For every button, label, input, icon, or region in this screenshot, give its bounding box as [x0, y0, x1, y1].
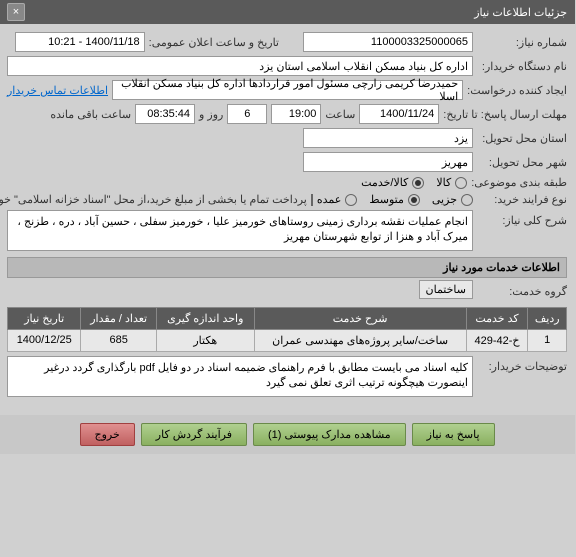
deadline-date: 1400/11/24 — [360, 104, 440, 124]
province-value: یزد — [304, 128, 474, 148]
th-1: کد خدمت — [467, 307, 529, 329]
days-remaining: 6 — [228, 104, 268, 124]
reply-button[interactable]: پاسخ به نیاز — [413, 423, 496, 446]
th-3: واحد اندازه گیری — [157, 307, 255, 329]
th-4: تعداد / مقدار — [82, 307, 157, 329]
demand-type-radios: جزیی متوسط عمده — [318, 193, 474, 206]
services-table: ردیف کد خدمت شرح خدمت واحد اندازه گیری ت… — [8, 307, 568, 352]
payment-note: پرداخت تمام یا بخشی از مبلغ خرید،از محل … — [0, 193, 308, 206]
buyer-label: نام دستگاه خریدار: — [478, 60, 568, 73]
creator-value: حمیدرضا کریمی زارچی مسئول امور قراردادها… — [113, 80, 464, 100]
radio-jozi[interactable] — [462, 194, 474, 206]
req-number-value: 1100003325000065 — [304, 32, 474, 52]
day-and-label: روز و — [200, 108, 224, 121]
city-label: شهر محل تحویل: — [478, 156, 568, 169]
td-1: خ-42-429 — [467, 329, 529, 351]
td-3: هکتار — [157, 329, 255, 351]
buyer-notes-label: توضیحات خریدار: — [478, 356, 568, 373]
remaining-label: ساعت باقی مانده — [51, 108, 132, 121]
announce-label: تاریخ و ساعت اعلان عمومی: — [150, 36, 280, 49]
cat-kala-label: کالا — [437, 176, 452, 189]
req-number-label: شماره نیاز: — [478, 36, 568, 49]
radio-motavaset[interactable] — [409, 194, 421, 206]
td-2: ساخت/سایر پروژه‌های مهندسی عمران — [255, 329, 467, 351]
td-0: 1 — [529, 329, 568, 351]
window-header: جزئیات اطلاعات نیاز × — [0, 0, 576, 24]
table-header-row: ردیف کد خدمت شرح خدمت واحد اندازه گیری ت… — [9, 307, 568, 329]
contact-link[interactable]: اطلاعات تماس خریدار — [8, 84, 109, 97]
city-value: مهریز — [304, 152, 474, 172]
buyer-value: اداره کل بنیاد مسکن انقلاب اسلامی استان … — [8, 56, 474, 76]
radio-khadmat[interactable] — [413, 177, 425, 189]
section-title: اطلاعات خدمات مورد نیاز — [8, 257, 568, 278]
type-jozi-label: جزیی — [433, 193, 458, 206]
remaining-time: 08:35:44 — [136, 104, 196, 124]
footer-buttons: پاسخ به نیاز مشاهده مدارک پیوستی (1) فرآ… — [0, 415, 576, 454]
view-docs-button[interactable]: مشاهده مدارک پیوستی (1) — [254, 423, 407, 446]
deadline-hour: 19:00 — [272, 104, 322, 124]
service-group-label: گروه خدمت: — [478, 285, 568, 298]
demand-type-label: نوع فرایند خرید: — [478, 193, 568, 206]
radio-omde[interactable] — [346, 194, 358, 206]
category-label: طبقه بندی موضوعی: — [472, 176, 568, 189]
td-5: 1400/12/25 — [9, 329, 82, 351]
th-0: ردیف — [529, 307, 568, 329]
category-radios: کالا کالا/خدمت — [362, 176, 468, 189]
close-icon[interactable]: × — [8, 3, 26, 21]
table-row: 1 خ-42-429 ساخت/سایر پروژه‌های مهندسی عم… — [9, 329, 568, 351]
province-label: استان محل تحویل: — [478, 132, 568, 145]
hour-label: ساعت — [326, 108, 356, 121]
th-2: شرح خدمت — [255, 307, 467, 329]
process-button[interactable]: فرآیند گردش کار — [142, 423, 248, 446]
general-desc-label: شرح کلی نیاز: — [478, 210, 568, 227]
buyer-notes-value: کلیه اسناد می بایست مطابق با فرم راهنمای… — [8, 356, 474, 397]
type-omde-label: عمده — [318, 193, 342, 206]
td-4: 685 — [82, 329, 157, 351]
radio-kala[interactable] — [456, 177, 468, 189]
content-area: شماره نیاز: 1100003325000065 تاریخ و ساع… — [0, 24, 576, 405]
exit-button[interactable]: خروج — [81, 423, 136, 446]
type-motavaset-label: متوسط — [370, 193, 405, 206]
th-5: تاریخ نیاز — [9, 307, 82, 329]
announce-value: 1400/11/18 - 10:21 — [16, 32, 146, 52]
cat-khadmat-label: کالا/خدمت — [362, 176, 409, 189]
creator-label: ایجاد کننده درخواست: — [468, 84, 568, 97]
header-title: جزئیات اطلاعات نیاز — [475, 6, 568, 19]
general-desc-value: انجام عملیات نقشه برداری زمینی روستاهای … — [8, 210, 474, 251]
deadline-label: مهلت ارسال پاسخ: تا تاریخ: — [444, 108, 568, 121]
payment-checkbox[interactable] — [312, 194, 314, 206]
service-group-value: ساختمان — [420, 280, 474, 299]
